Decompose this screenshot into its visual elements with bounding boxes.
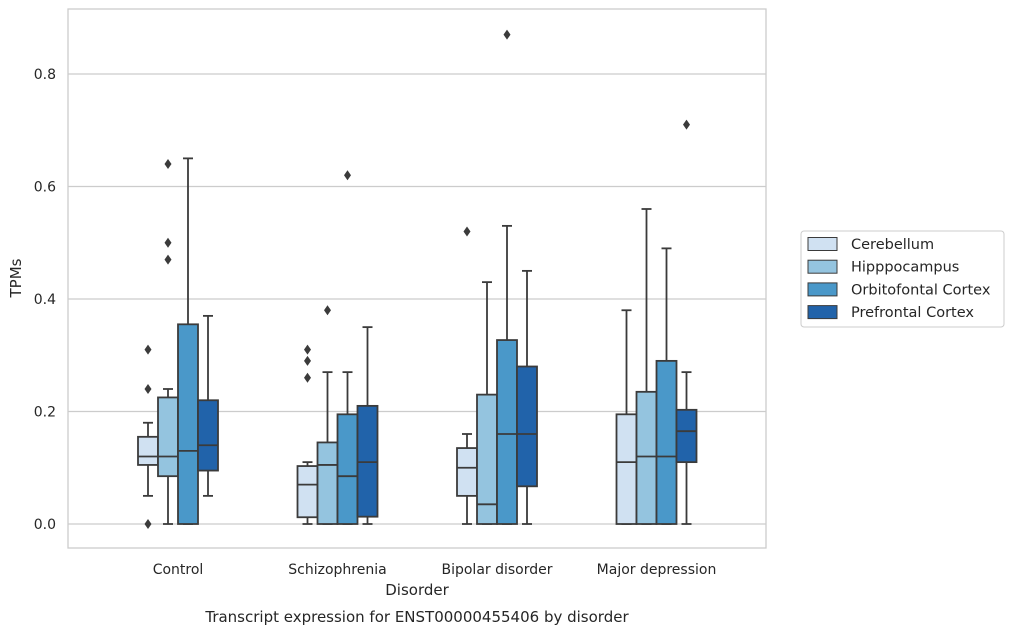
box-0-0 [137, 344, 159, 529]
box-0-3 [615, 309, 638, 525]
legend-swatch [807, 259, 838, 274]
box-3-1 [356, 326, 379, 525]
box-2-0 [177, 157, 199, 525]
box-1-3 [635, 208, 658, 525]
outlier-point [304, 344, 311, 355]
y-tick-label: 0.8 [34, 67, 56, 83]
iqr-box [675, 408, 698, 464]
legend-label: Cerebellum [851, 237, 934, 253]
x-axis-title: Disorder [385, 581, 449, 599]
box-2-3 [655, 247, 678, 525]
x-tick-label: Control [153, 562, 204, 578]
box-2-1 [336, 170, 359, 525]
box-3-0 [197, 314, 219, 497]
iqr-box [516, 365, 538, 488]
outlier-point [164, 159, 172, 169]
outlier-point [683, 119, 690, 130]
iqr-box [336, 413, 359, 525]
chart-title: Transcript expression for ENST0000045540… [204, 608, 629, 626]
y-tick-label: 0.6 [34, 180, 56, 196]
iqr-box [137, 435, 159, 466]
legend-swatch [807, 237, 838, 251]
box-1-2 [476, 281, 498, 525]
iqr-box [177, 323, 199, 525]
iqr-box [496, 339, 518, 525]
y-tick-label: 0.4 [34, 292, 56, 308]
box-3-2 [516, 269, 538, 525]
box-1-1 [316, 305, 339, 525]
box-1-0 [157, 159, 179, 525]
outlier-point [503, 29, 511, 40]
outlier-point [324, 305, 331, 316]
box-0-2 [456, 226, 478, 525]
outlier-point [144, 384, 152, 394]
box-0-1 [296, 344, 319, 525]
legend-swatch [807, 305, 838, 320]
outlier-point [344, 170, 351, 181]
box-3-3 [675, 119, 698, 525]
legend: Cerebellum Hipppocampus Orbitofontal Corte… [800, 230, 1005, 328]
y-tick-label: 0.0 [34, 517, 56, 533]
outlier-point [164, 237, 172, 248]
iqr-box [296, 465, 319, 519]
x-tick-labels: Control Schizophrenia Bipolar disorder Majo… [153, 562, 717, 578]
iqr-box [197, 399, 219, 472]
iqr-box [615, 413, 638, 525]
outlier-point [304, 372, 311, 383]
iqr-box [157, 396, 179, 478]
iqr-box [655, 359, 678, 525]
outlier-point [304, 355, 311, 366]
x-tick-label: Bipolar disorder [441, 562, 552, 578]
legend-swatch [807, 282, 838, 297]
outlier-point [144, 519, 152, 529]
box-plots [137, 29, 698, 529]
legend-label: Prefrontal Cortex [851, 305, 974, 321]
iqr-box [316, 441, 339, 525]
y-tick-labels: 0.0 0.2 0.4 0.6 0.8 [34, 67, 56, 533]
box-2-2 [496, 29, 518, 525]
outlier-point [164, 254, 172, 265]
y-tick-label: 0.2 [34, 405, 56, 421]
x-tick-label: Major depression [597, 562, 717, 578]
iqr-box [456, 447, 478, 497]
legend-frame [800, 230, 1005, 328]
outlier-point [144, 344, 152, 355]
legend-label: Orbitofontal Cortex [851, 282, 991, 298]
plot-area-frame [67, 8, 767, 549]
iqr-box [635, 390, 658, 525]
x-tick-label: Schizophrenia [288, 562, 386, 578]
outlier-point [463, 226, 471, 237]
y-axis-title: TPMs [7, 258, 25, 298]
legend-label: Hipppocampus [851, 260, 959, 276]
